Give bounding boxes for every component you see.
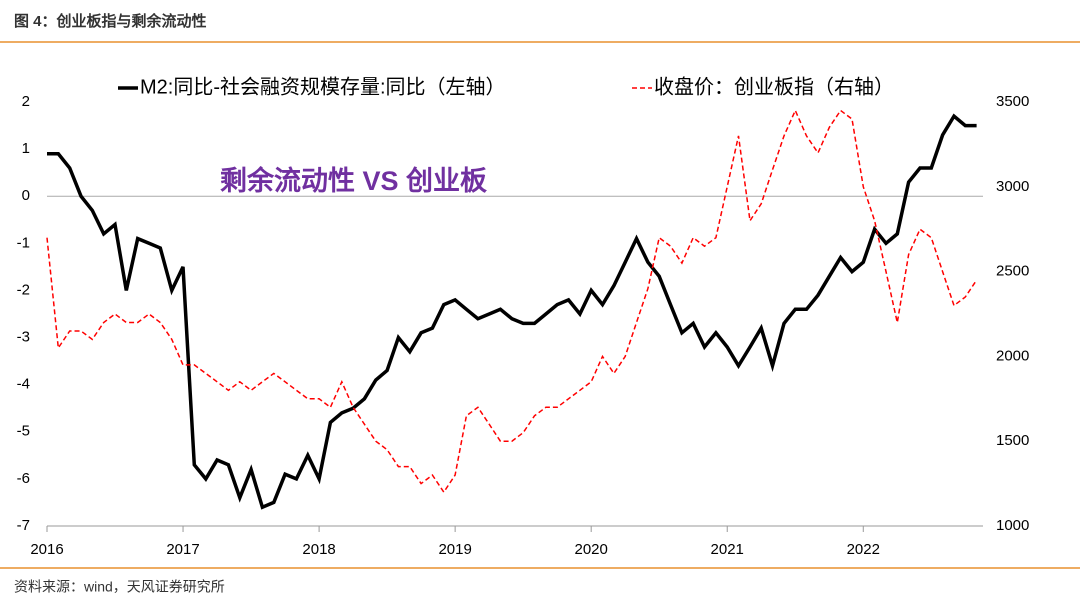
y-tick-label: -4	[17, 376, 30, 393]
y2-tick-label: 2000	[996, 347, 1029, 364]
y2-tick-label: 1000	[996, 517, 1029, 534]
y-tick-label: -1	[17, 234, 30, 251]
y2-tick-label: 3500	[996, 93, 1029, 110]
series-line	[47, 113, 977, 510]
y2-tick-label: 2500	[996, 263, 1029, 280]
x-tick-label: 2017	[166, 541, 199, 558]
x-tick-label: 2020	[574, 541, 607, 558]
x-tick-label: 2019	[438, 541, 471, 558]
y-tick-label: 1	[22, 140, 30, 157]
x-tick-label: 2016	[30, 541, 63, 558]
series-line	[46, 108, 978, 494]
source: 资料来源：wind，天风证券研究所	[14, 579, 225, 595]
legend-label: M2:同比-社会融资规模存量:同比（左轴）	[140, 75, 506, 98]
x-tick-label: 2022	[847, 541, 880, 558]
header-title: 图 4：创业板指与剩余流动性	[14, 12, 207, 30]
legend-label: 收盘价：创业板指（右轴）	[654, 75, 894, 98]
y2-tick-label: 1500	[996, 432, 1029, 449]
y2-tick-label: 3000	[996, 178, 1029, 195]
annotation: 剩余流动性 VS 创业板	[220, 165, 487, 196]
y-tick-label: -6	[17, 470, 30, 487]
y-tick-label: 2	[22, 93, 30, 110]
x-tick-label: 2021	[711, 541, 744, 558]
y-tick-label: -5	[17, 423, 30, 440]
y-tick-label: -2	[17, 281, 30, 298]
y-tick-label: -3	[17, 329, 30, 346]
x-tick-label: 2018	[302, 541, 335, 558]
y-tick-label: 0	[22, 187, 30, 204]
y-tick-label: -7	[17, 517, 30, 534]
